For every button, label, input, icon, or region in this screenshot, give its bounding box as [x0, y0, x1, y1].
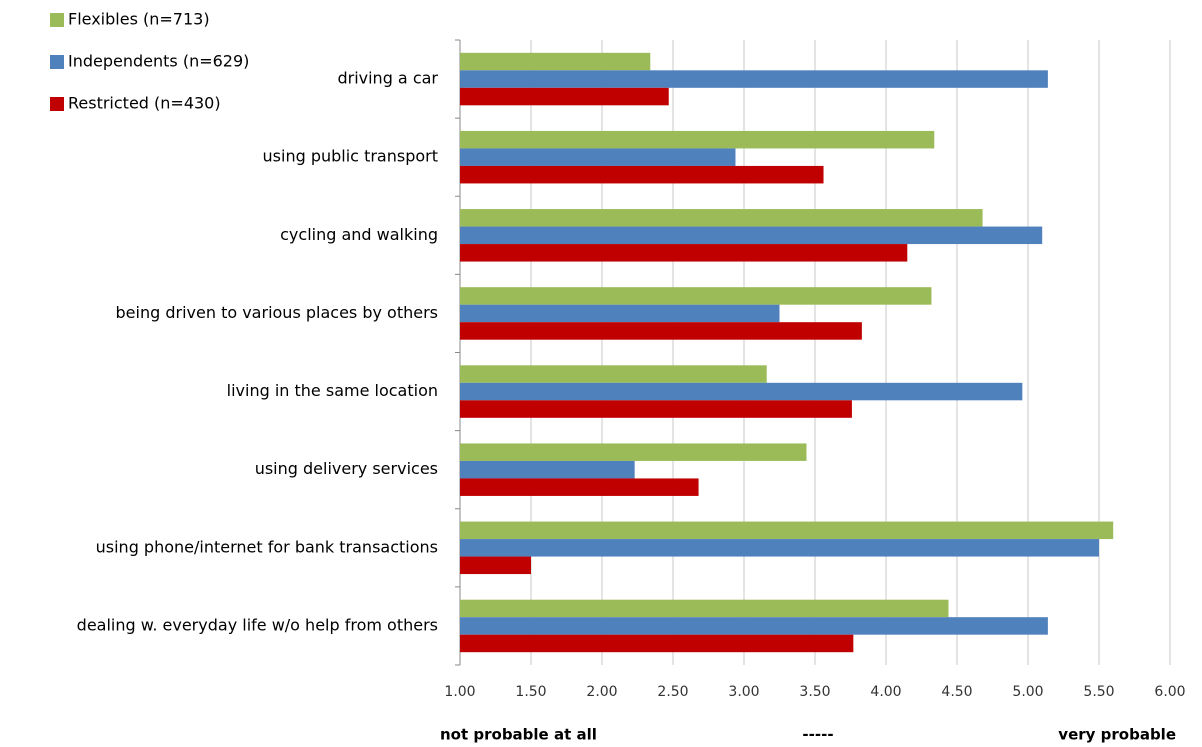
category-label: cycling and walking — [280, 225, 438, 244]
bar — [460, 539, 1099, 557]
x-tick-label: 4.00 — [870, 684, 901, 700]
bar — [460, 460, 635, 479]
category-label: living in the same location — [227, 381, 438, 400]
bar — [460, 148, 736, 166]
x-tick-label: 3.00 — [728, 684, 759, 700]
legend-swatch — [50, 97, 64, 111]
x-tick-label: 6.00 — [1154, 684, 1185, 700]
bar — [460, 617, 1048, 635]
x-tick-label: 1.00 — [444, 684, 475, 700]
scale-label: very probable — [1058, 726, 1176, 744]
category-label: dealing w. everyday life w/o help from o… — [77, 615, 438, 634]
bar — [460, 165, 824, 184]
scale-label: not probable at all — [440, 726, 597, 744]
category-label: being driven to various places by others — [116, 303, 438, 322]
bar — [460, 521, 1114, 540]
bar — [460, 478, 699, 496]
x-tick-label: 2.50 — [657, 684, 688, 700]
category-label: using public transport — [263, 147, 438, 166]
x-tick-label: 5.00 — [1012, 684, 1043, 700]
bar — [460, 209, 983, 227]
x-tick-label: 3.50 — [799, 684, 830, 700]
legend-label: Flexibles (n=713) — [68, 10, 210, 29]
bar — [460, 130, 935, 149]
bar — [460, 556, 531, 575]
x-tick-label: 5.50 — [1083, 684, 1114, 700]
x-tick-label: 4.50 — [941, 684, 972, 700]
bar — [460, 443, 807, 461]
legend-label: Restricted (n=430) — [68, 94, 221, 113]
bar — [460, 226, 1043, 245]
x-tick-label: 2.00 — [586, 684, 617, 700]
bar — [460, 87, 669, 106]
bar — [460, 599, 949, 618]
bar — [460, 244, 908, 262]
category-label: using delivery services — [255, 459, 438, 478]
category-label: driving a car — [337, 69, 438, 88]
x-tick-label: 1.50 — [515, 684, 546, 700]
bar — [460, 400, 852, 418]
legend-swatch — [50, 55, 64, 69]
category-label: using phone/internet for bank transactio… — [96, 537, 438, 556]
legend-swatch — [50, 13, 64, 27]
scale-label: ----- — [802, 726, 833, 744]
bar — [460, 52, 651, 71]
legend-label: Independents (n=629) — [68, 52, 249, 71]
bar — [460, 287, 932, 305]
bar — [460, 70, 1048, 88]
bar — [460, 304, 780, 323]
bar — [460, 322, 862, 340]
bar — [460, 634, 854, 653]
bar — [460, 382, 1023, 401]
bar — [460, 365, 767, 383]
